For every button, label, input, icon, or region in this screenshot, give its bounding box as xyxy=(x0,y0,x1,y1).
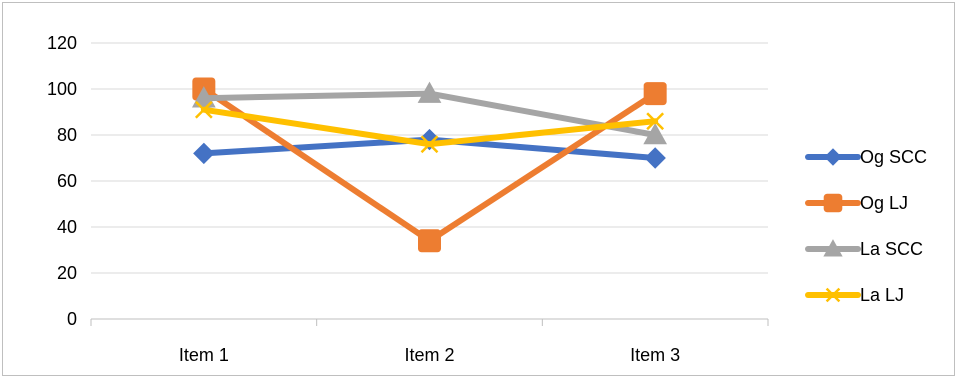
series-la-lj xyxy=(194,100,665,154)
data-point-marker xyxy=(644,147,666,169)
y-tick-label: 100 xyxy=(47,79,77,99)
y-tick-label: 60 xyxy=(57,171,77,191)
y-tick-label: 20 xyxy=(57,263,77,283)
series-og-scc xyxy=(193,128,666,169)
data-point-marker xyxy=(420,135,439,154)
legend-label: Og SCC xyxy=(860,147,927,167)
data-point-marker xyxy=(643,122,668,145)
legend-marker-swatch xyxy=(825,287,841,303)
legend-entry: La LJ xyxy=(805,285,904,305)
y-tick-label: 120 xyxy=(47,33,77,53)
legend-label: La SCC xyxy=(860,239,923,259)
series-la-scc xyxy=(191,81,668,145)
x-tick-label: Item 3 xyxy=(630,345,680,365)
data-point-marker xyxy=(646,112,665,131)
legend-entry: Og LJ xyxy=(805,193,908,213)
legend-label: Og LJ xyxy=(860,193,908,213)
legend-marker-swatch xyxy=(823,239,843,257)
series-line xyxy=(200,86,659,244)
legend-entry: La SCC xyxy=(805,239,923,259)
data-point-marker xyxy=(417,81,442,103)
legend: Og SCC Og LJ La SCC La LJ xyxy=(805,147,927,305)
legend-label: La LJ xyxy=(860,285,904,305)
x-tick-label: Item 2 xyxy=(404,345,454,365)
data-point-marker xyxy=(418,229,441,253)
y-tick-label: 0 xyxy=(67,309,77,329)
data-point-marker xyxy=(643,82,667,106)
data-point-marker xyxy=(193,142,215,165)
series-layer xyxy=(191,77,668,253)
legend-entry: Og SCC xyxy=(805,147,927,167)
y-tick-label: 40 xyxy=(57,217,77,237)
legend-marker-swatch xyxy=(823,193,843,213)
x-tick-label: Item 1 xyxy=(179,345,229,365)
legend-marker-swatch xyxy=(824,148,842,166)
axes: 0 20 40 60 80 100 120 Item 1 Item 2 Item 3 xyxy=(47,33,769,365)
data-point-marker xyxy=(194,100,213,119)
series-og-lj xyxy=(192,77,667,253)
y-tick-label: 80 xyxy=(57,125,77,145)
